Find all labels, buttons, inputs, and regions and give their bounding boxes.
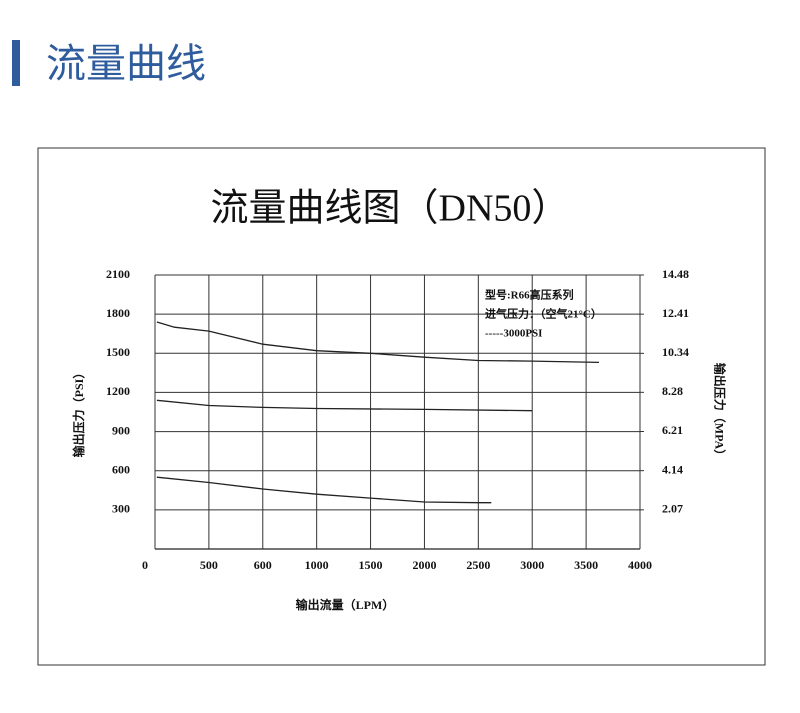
y-tick-label: 2100	[106, 267, 130, 281]
y2-axis-label: 输出压力（MPA）	[712, 363, 727, 461]
series-line	[156, 399, 533, 412]
y2-tick-label: 4.14	[662, 462, 683, 476]
x-tick-label: 1000	[305, 558, 329, 572]
y2-tick-label: 12.41	[662, 306, 689, 320]
x-tick-label: 3500	[574, 558, 598, 572]
header-title: 流量曲线	[46, 41, 206, 87]
annotation: 进气压力：（空气21°C）	[485, 307, 602, 321]
y-tick-label: 1500	[106, 345, 130, 359]
x-tick-label: 500	[200, 558, 218, 572]
header-bar	[12, 40, 20, 86]
x-tick-label: 0	[142, 558, 148, 572]
x-tick-label: 600	[254, 558, 272, 572]
y2-tick-label: 6.21	[662, 423, 683, 437]
y-tick-label: 900	[112, 423, 130, 437]
y-tick-label: 300	[112, 502, 130, 516]
annotation: 型号:R66高压系列	[485, 288, 574, 302]
y-tick-label: 1800	[106, 306, 130, 320]
annotation: -----3000PSI	[485, 328, 542, 340]
x-axis-label: 输出流量（LPM）	[296, 597, 395, 612]
y-axis-label: 输出压力（PSI）	[71, 367, 86, 458]
y-tick-label: 1200	[106, 384, 130, 398]
x-tick-label: 2500	[466, 558, 490, 572]
series-line	[156, 476, 492, 504]
y2-tick-label: 14.48	[662, 267, 689, 281]
x-tick-label: 1500	[359, 558, 383, 572]
x-tick-label: 2000	[412, 558, 436, 572]
y-tick-label: 600	[112, 462, 130, 476]
series-line	[156, 321, 600, 364]
y2-tick-label: 10.34	[662, 345, 689, 359]
chart-title: 流量曲线图（DN50）	[211, 188, 570, 230]
x-tick-label: 3000	[520, 558, 544, 572]
y2-tick-label: 2.07	[662, 502, 683, 516]
y2-tick-label: 8.28	[662, 384, 683, 398]
x-tick-label: 4000	[628, 558, 652, 572]
chart-frame	[37, 147, 766, 666]
